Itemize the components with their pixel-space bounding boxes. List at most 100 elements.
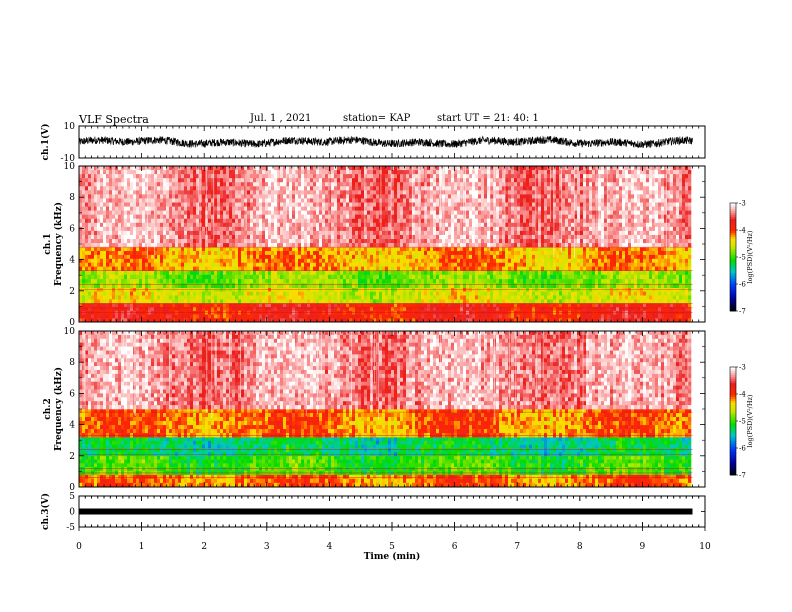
band-cell xyxy=(619,303,622,307)
band-cell xyxy=(175,307,178,311)
band-cell xyxy=(268,279,271,284)
band-cell xyxy=(565,295,568,299)
band-cell xyxy=(220,307,223,311)
band-cell xyxy=(502,303,505,307)
band-cell xyxy=(211,307,214,311)
band-cell xyxy=(184,283,187,288)
band-cell xyxy=(175,271,178,276)
band-cell xyxy=(355,279,358,284)
band-cell xyxy=(328,283,331,288)
band-cell xyxy=(250,299,253,303)
band-cell xyxy=(181,299,184,303)
band-cell xyxy=(679,292,682,296)
band-cell xyxy=(610,288,613,292)
band-cell xyxy=(205,295,208,299)
band-cell xyxy=(505,295,508,299)
band-cell xyxy=(187,307,190,311)
band-cell xyxy=(331,288,334,292)
band-cell xyxy=(670,315,673,319)
band-cell xyxy=(124,292,127,296)
band-cell xyxy=(577,279,580,284)
band-cell xyxy=(415,292,418,296)
band-cell xyxy=(556,288,559,292)
band-cell xyxy=(208,271,211,276)
band-cell xyxy=(310,292,313,296)
band-cell xyxy=(295,271,298,276)
band-cell xyxy=(244,292,247,296)
band-cell xyxy=(160,307,163,311)
band-cell xyxy=(316,295,319,299)
band-cell xyxy=(430,279,433,284)
band-cell xyxy=(271,299,274,303)
band-cell xyxy=(418,299,421,303)
band-cell xyxy=(184,275,187,280)
band-cell xyxy=(268,307,271,311)
band-cell xyxy=(502,283,505,288)
band-cell xyxy=(301,283,304,288)
band-cell xyxy=(184,295,187,299)
band-cell xyxy=(373,299,376,303)
band-cell xyxy=(226,279,229,284)
band-cell xyxy=(136,295,139,299)
band-cell xyxy=(568,279,571,284)
band-cell xyxy=(127,283,130,288)
band-cell xyxy=(376,275,379,280)
band-cell xyxy=(535,303,538,307)
band-cell xyxy=(607,288,610,292)
band-cell xyxy=(433,275,436,280)
band-cell xyxy=(301,271,304,276)
band-cell xyxy=(103,307,106,311)
band-cell xyxy=(598,295,601,299)
band-cell xyxy=(166,288,169,292)
band-cell xyxy=(274,288,277,292)
band-cell xyxy=(430,275,433,280)
band-cell xyxy=(385,299,388,303)
band-cell xyxy=(151,271,154,276)
band-cell xyxy=(556,307,559,311)
band-cell xyxy=(628,295,631,299)
band-cell xyxy=(124,288,127,292)
band-cell xyxy=(580,279,583,284)
band-cell xyxy=(676,303,679,307)
band-cell xyxy=(334,303,337,307)
band-cell xyxy=(253,283,256,288)
band-cell xyxy=(148,299,151,303)
band-cell xyxy=(229,283,232,288)
band-cell xyxy=(289,307,292,311)
band-cell xyxy=(241,307,244,311)
band-cell xyxy=(223,271,226,276)
band-cell xyxy=(442,279,445,284)
band-cell xyxy=(538,283,541,288)
band-cell xyxy=(421,295,424,299)
band-cell xyxy=(292,275,295,280)
band-cell xyxy=(520,299,523,303)
band-cell xyxy=(577,292,580,296)
band-cell xyxy=(403,288,406,292)
figure: 10-10ch.1(V)0246810ch.1 Frequency (kHz) -3… xyxy=(0,0,792,612)
band-cell xyxy=(154,283,157,288)
band-cell xyxy=(604,303,607,307)
band-cell xyxy=(334,315,337,319)
band-cell xyxy=(82,288,85,292)
band-cell xyxy=(469,292,472,296)
band-cell xyxy=(493,307,496,311)
band-cell xyxy=(370,275,373,280)
band-cell xyxy=(532,275,535,280)
band-cell xyxy=(316,315,319,319)
band-cell xyxy=(529,315,532,319)
band-cell xyxy=(142,279,145,284)
band-cell xyxy=(493,283,496,288)
band-cell xyxy=(676,315,679,319)
band-cell xyxy=(322,299,325,303)
band-cell xyxy=(151,288,154,292)
band-cell xyxy=(436,292,439,296)
band-cell xyxy=(208,275,211,280)
band-cell xyxy=(613,288,616,292)
band-cell xyxy=(526,271,529,276)
band-cell xyxy=(571,288,574,292)
band-cell xyxy=(271,279,274,284)
band-cell xyxy=(289,271,292,276)
band-cell xyxy=(550,307,553,311)
band-cell xyxy=(475,303,478,307)
band-cell xyxy=(547,271,550,276)
